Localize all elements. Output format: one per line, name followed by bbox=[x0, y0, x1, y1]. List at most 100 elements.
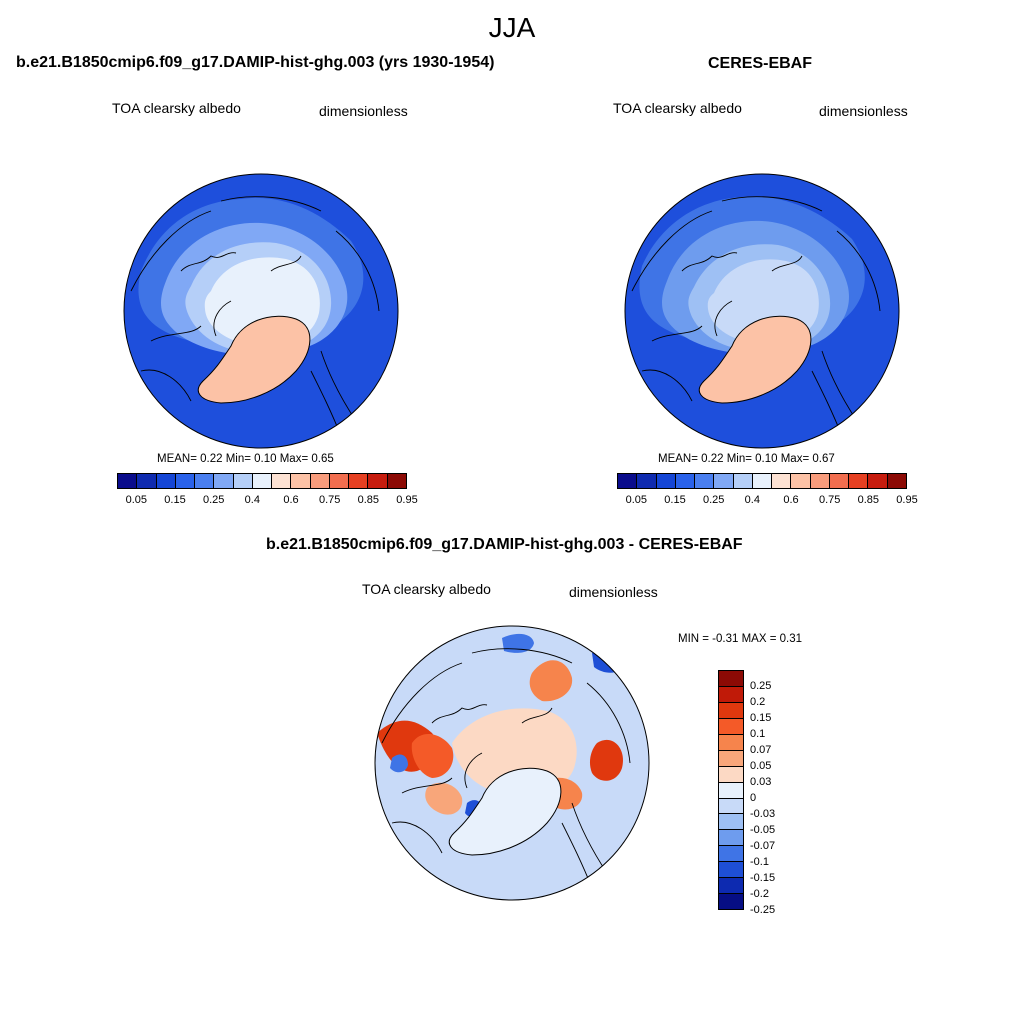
panel3-stats: MIN = -0.31 MAX = 0.31 bbox=[678, 633, 803, 645]
map-boundary bbox=[374, 625, 650, 901]
colorbar-tick-label: 0.6 bbox=[283, 494, 299, 506]
colorbar-swatch bbox=[118, 474, 138, 488]
colorbar-swatch bbox=[233, 474, 253, 488]
coastlines bbox=[631, 196, 881, 437]
colorbar-swatch bbox=[719, 686, 743, 703]
scandinavia-positive bbox=[589, 739, 623, 781]
colorbar-tick-label: 0.15 bbox=[164, 494, 186, 506]
greenland-coastline bbox=[198, 315, 311, 404]
colorbar-swatch bbox=[656, 474, 676, 488]
colorbar-swatch bbox=[719, 734, 743, 751]
panel1-polar-map bbox=[123, 173, 399, 449]
colorbar-tick-label: 0.4 bbox=[244, 494, 260, 506]
colorbar-swatch bbox=[719, 750, 743, 767]
colorbar-swatch bbox=[719, 894, 743, 910]
colorbar-swatch bbox=[810, 474, 830, 488]
colorbar-swatch bbox=[887, 474, 906, 488]
panel3-units: dimensionless bbox=[569, 584, 658, 600]
baffin-positive bbox=[411, 733, 454, 778]
coastlines bbox=[130, 196, 380, 437]
colorbar-tick-label: -0.05 bbox=[750, 824, 776, 836]
siberia-positive bbox=[529, 660, 573, 702]
colorbar-tick-label: 0.4 bbox=[744, 494, 760, 506]
panel3-variable: TOA clearsky albedo bbox=[362, 581, 491, 597]
colorbar-tick-label: 0.05 bbox=[625, 494, 648, 506]
map-boundary bbox=[123, 173, 399, 449]
map-boundary bbox=[624, 173, 900, 449]
colorbar-tick-label: 0.2 bbox=[750, 696, 766, 708]
colorbar-tick-label: -0.25 bbox=[750, 904, 776, 916]
colorbar-tick-label: 0.75 bbox=[818, 494, 841, 506]
panel1-variable: TOA clearsky albedo bbox=[112, 100, 241, 116]
greenland-near-zero bbox=[449, 768, 561, 855]
colorbar-swatch bbox=[719, 782, 743, 799]
greenland-ice-sheet bbox=[198, 316, 310, 403]
colorbar-swatch bbox=[719, 878, 743, 895]
greenland-ice-sheet bbox=[699, 316, 811, 403]
panel2-stats: MEAN= 0.22 Min= 0.10 Max= 0.67 bbox=[658, 453, 835, 465]
panel2-polar-map bbox=[624, 173, 900, 449]
colorbar-tick-label: -0.2 bbox=[750, 888, 769, 900]
colorbar-tick-label: 0.95 bbox=[396, 494, 418, 506]
colorbar-swatch bbox=[310, 474, 330, 488]
panel3-title: b.e21.B1850cmip6.f09_g17.DAMIP-hist-ghg.… bbox=[266, 536, 743, 553]
colorbar-swatch bbox=[719, 814, 743, 831]
colorbar-swatch bbox=[214, 474, 234, 488]
bering-negative bbox=[502, 633, 534, 653]
colorbar-swatch bbox=[137, 474, 157, 488]
colorbar-tick-label: -0.1 bbox=[750, 856, 769, 868]
panel2-colorbar-ticks: 0.05 0.15 0.25 0.4 0.6 0.75 0.85 0.95 bbox=[617, 494, 918, 508]
colorbar-swatch bbox=[618, 474, 638, 488]
colorbar-tick-label: 0.25 bbox=[202, 494, 225, 506]
colorbar-swatch bbox=[175, 474, 196, 488]
colorbar-swatch bbox=[714, 474, 734, 488]
panel1-colorbar-ticks: 0.05 0.15 0.25 0.4 0.6 0.75 0.85 0.95 bbox=[117, 494, 418, 508]
colorbar-tick-label: 0.1 bbox=[750, 728, 766, 740]
colorbar-swatch bbox=[719, 798, 743, 815]
colorbar-swatch bbox=[719, 862, 743, 879]
colorbar-swatch bbox=[387, 474, 406, 488]
colorbar-tick-label: 0.15 bbox=[750, 712, 772, 724]
colorbar-swatch bbox=[829, 474, 850, 488]
colorbar-swatch bbox=[733, 474, 753, 488]
colorbar-swatch bbox=[272, 474, 292, 488]
colorbar-tick-label: -0.03 bbox=[750, 808, 776, 820]
panel1-colorbar bbox=[117, 473, 407, 489]
colorbar-swatch bbox=[719, 702, 743, 719]
colorbar-swatch bbox=[868, 474, 888, 488]
panel3-colorbar-ticks: 0.25 0.2 0.15 0.1 0.07 0.05 0.03 0 -0.03 -0.05 -0.… bbox=[750, 670, 790, 916]
colorbar-swatch bbox=[719, 671, 743, 687]
colorbar-swatch bbox=[675, 474, 696, 488]
panel3-polar-map bbox=[374, 625, 650, 901]
colorbar-swatch bbox=[349, 474, 369, 488]
panel1-title: b.e21.B1850cmip6.f09_g17.DAMIP-hist-ghg.… bbox=[16, 54, 495, 71]
colorbar-tick-label: 0.6 bbox=[783, 494, 799, 506]
colorbar-swatch bbox=[719, 846, 743, 863]
coastlines bbox=[381, 648, 631, 889]
panel2-units: dimensionless bbox=[819, 103, 908, 119]
season-title: JJA bbox=[488, 12, 536, 43]
greenland-coastline bbox=[699, 315, 812, 404]
panel1-stats: MEAN= 0.22 Min= 0.10 Max= 0.65 bbox=[157, 453, 334, 465]
colorbar-swatch bbox=[719, 830, 743, 847]
colorbar-tick-label: 0.05 bbox=[125, 494, 148, 506]
colorbar-swatch bbox=[791, 474, 811, 488]
colorbar-swatch bbox=[719, 718, 743, 735]
colorbar-swatch bbox=[752, 474, 773, 488]
colorbar-tick-label: 0 bbox=[750, 792, 757, 804]
panel2-variable: TOA clearsky albedo bbox=[613, 100, 742, 116]
colorbar-tick-label: 0.85 bbox=[357, 494, 380, 506]
colorbar-tick-label: 0.15 bbox=[664, 494, 686, 506]
colorbar-tick-label: -0.07 bbox=[750, 840, 776, 852]
colorbar-swatch bbox=[291, 474, 311, 488]
labrador-positive bbox=[425, 782, 463, 815]
colorbar-tick-label: 0.07 bbox=[750, 744, 772, 756]
colorbar-swatch bbox=[695, 474, 715, 488]
hudson-negative bbox=[390, 754, 408, 773]
greenland-coastline bbox=[449, 767, 562, 856]
colorbar-tick-label: -0.15 bbox=[750, 872, 776, 884]
colorbar-tick-label: 0.03 bbox=[750, 776, 772, 788]
colorbar-swatch bbox=[772, 474, 792, 488]
colorbar-tick-label: 0.25 bbox=[750, 680, 772, 692]
panel3-colorbar bbox=[718, 670, 744, 910]
